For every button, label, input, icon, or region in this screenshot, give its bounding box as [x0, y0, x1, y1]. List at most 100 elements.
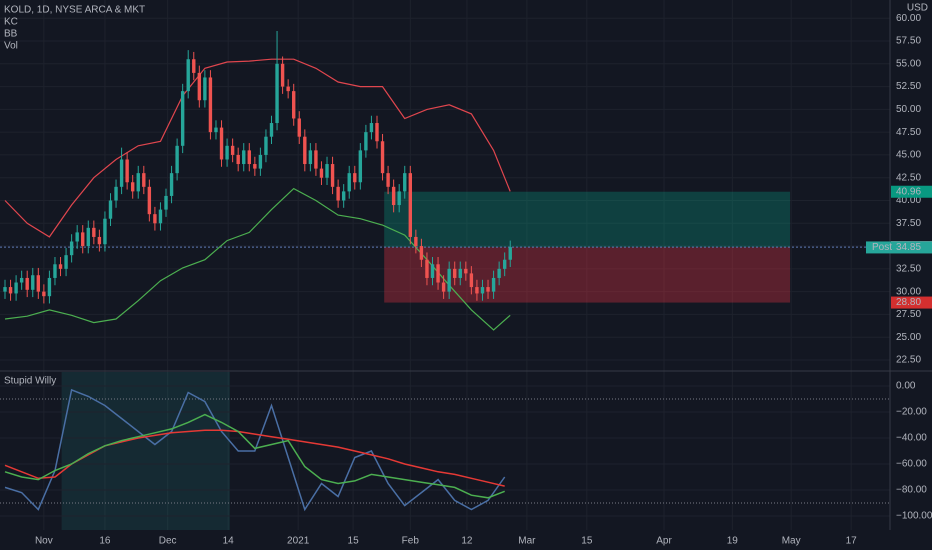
candle-body: [453, 268, 457, 278]
y-tick-label: 0.00: [896, 381, 916, 392]
candle-body: [491, 277, 496, 292]
candle-body: [341, 191, 346, 201]
candle-body: [31, 275, 35, 290]
candle-body: [358, 150, 363, 183]
candle-body: [180, 91, 185, 146]
y-tick-label: 22.50: [896, 355, 921, 366]
y-tick-label: 27.50: [896, 309, 921, 320]
candle-body: [430, 264, 435, 278]
candle-body: [53, 264, 57, 278]
candle-body: [242, 150, 246, 165]
candle-body: [508, 247, 512, 260]
x-tick-label: 17: [846, 536, 858, 547]
profit-zone: [384, 191, 791, 248]
candle-body: [364, 132, 368, 151]
candle-body: [69, 241, 74, 256]
y-tick-label: 50.00: [896, 104, 921, 115]
target-label-bg: [891, 185, 932, 198]
candle-body: [458, 268, 462, 278]
candle-body: [414, 236, 418, 247]
y-tick-label: 47.50: [896, 127, 921, 138]
candle-body: [225, 145, 229, 160]
candle-body: [314, 150, 318, 169]
y-tick-label: −80.00: [896, 485, 927, 496]
x-tick-label: 19: [727, 536, 739, 547]
currency: USD: [907, 3, 928, 14]
candle-body: [197, 72, 202, 101]
y-tick-label: −20.00: [896, 407, 927, 418]
y-tick-label: 42.50: [896, 172, 921, 183]
candle-body: [353, 173, 357, 183]
candle-body: [130, 182, 135, 192]
candle-body: [81, 232, 85, 247]
y-tick-label: 60.00: [896, 13, 921, 24]
x-tick-label: 15: [581, 536, 593, 547]
candle-body: [408, 173, 412, 237]
stop-label-bg: [891, 296, 932, 309]
y-tick-label: 37.50: [896, 218, 921, 229]
candle-body: [136, 173, 140, 192]
candle-body: [447, 268, 451, 292]
grid: [0, 0, 890, 530]
y-tick-label: 25.00: [896, 332, 921, 343]
indicator-line: [4, 388, 506, 512]
highlight-zone: [61, 372, 230, 530]
indicator-line: [4, 429, 505, 487]
candle-body: [219, 127, 224, 160]
candle-body: [8, 287, 13, 294]
x-tick-label: 16: [99, 536, 111, 547]
y-tick-label: 55.00: [896, 58, 921, 69]
candle-body: [58, 264, 63, 269]
candle-body: [25, 277, 29, 290]
candle-body: [14, 282, 18, 294]
candle-body: [336, 186, 340, 201]
candle-body: [230, 145, 235, 155]
candle-body: [497, 268, 501, 278]
candle-body: [480, 287, 485, 294]
candle-body: [186, 59, 190, 92]
indicator-title: Stupid Willy: [4, 376, 56, 387]
loss-zone: [384, 247, 791, 303]
candle-body: [64, 255, 68, 269]
candle-body: [391, 186, 396, 206]
candle-body: [19, 277, 24, 283]
candle-body: [236, 154, 240, 165]
x-tick-label: Dec: [159, 536, 177, 547]
candle-body: [425, 259, 429, 278]
x-tick-label: 14: [223, 536, 235, 547]
candle-body: [108, 200, 113, 219]
x-tick-label: 15: [348, 536, 360, 547]
candle-body: [125, 159, 129, 183]
candle-body: [253, 164, 257, 169]
candle-body: [347, 173, 351, 192]
candle-body: [47, 277, 52, 297]
candle-body: [142, 173, 146, 187]
candle-body: [436, 264, 440, 283]
candle-body: [192, 59, 196, 73]
indicator-label: BB: [4, 29, 18, 40]
candle-body: [419, 246, 424, 260]
candle-body: [264, 136, 268, 155]
y-tick-label: −40.00: [896, 433, 927, 444]
candle-body: [369, 123, 374, 133]
candle-body: [297, 118, 301, 137]
candle-body: [153, 214, 157, 224]
candle-body: [164, 195, 168, 210]
candle-body: [247, 150, 251, 165]
candle-body: [275, 63, 279, 124]
candle-body: [469, 273, 474, 288]
candle-body: [280, 63, 285, 87]
candle-body: [380, 141, 385, 174]
x-tick-label: Feb: [402, 536, 420, 547]
y-tick-label: −60.00: [896, 459, 927, 470]
target-label: 40.96: [896, 186, 921, 197]
band-line: [4, 187, 511, 331]
candle-body: [330, 164, 335, 187]
candle-body: [36, 275, 41, 292]
stop-label: 28.80: [896, 297, 921, 308]
candle-body: [486, 287, 490, 292]
candle-body: [114, 186, 118, 201]
candle-body: [3, 287, 7, 292]
indicator-line: [4, 413, 505, 499]
